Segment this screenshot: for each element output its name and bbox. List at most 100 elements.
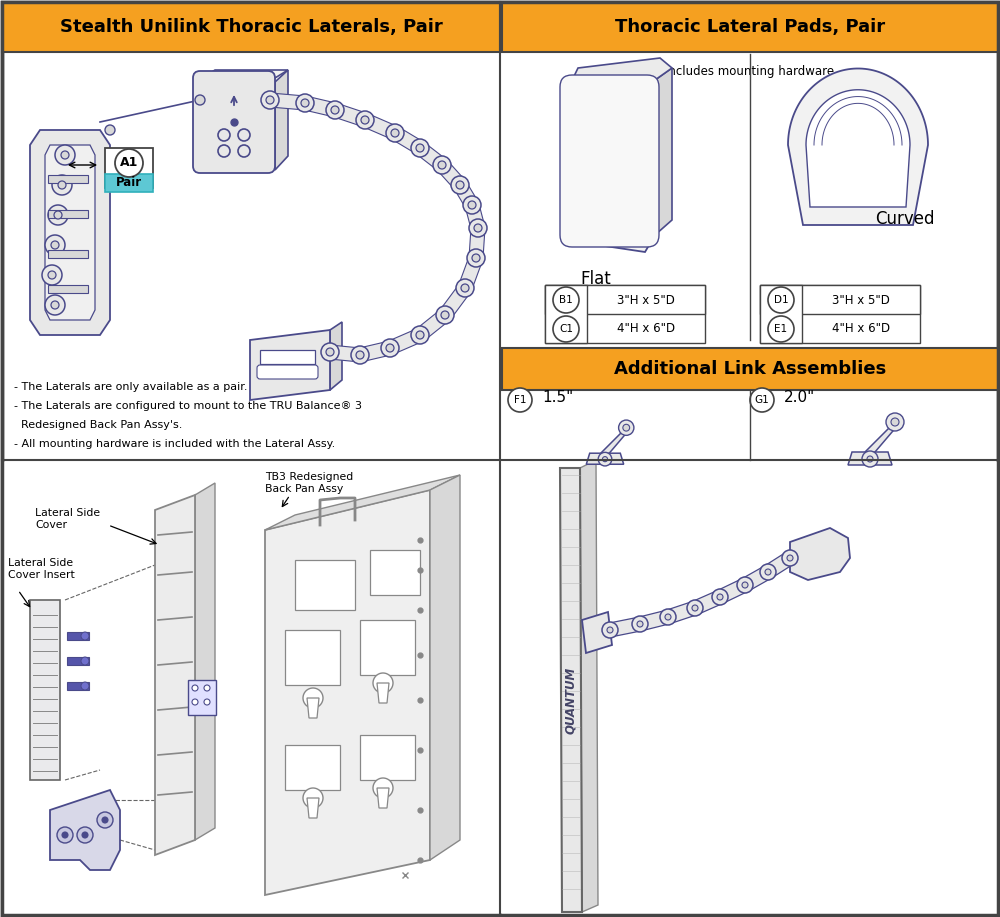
Text: 3"H x 5"D: 3"H x 5"D xyxy=(832,293,890,306)
Circle shape xyxy=(373,778,393,798)
Circle shape xyxy=(303,788,323,808)
Bar xyxy=(48,250,88,258)
Bar xyxy=(295,560,355,610)
Circle shape xyxy=(192,699,198,705)
Text: C1: C1 xyxy=(559,324,573,334)
Polygon shape xyxy=(30,130,110,335)
Circle shape xyxy=(456,279,474,297)
Polygon shape xyxy=(377,683,389,703)
Circle shape xyxy=(386,344,394,352)
Bar xyxy=(188,680,216,715)
Circle shape xyxy=(361,116,369,124)
Polygon shape xyxy=(358,341,392,362)
Bar xyxy=(545,285,587,343)
Circle shape xyxy=(768,287,794,313)
Circle shape xyxy=(632,616,648,632)
Bar xyxy=(67,657,89,665)
Bar xyxy=(67,632,89,640)
Circle shape xyxy=(787,555,793,561)
Bar xyxy=(502,462,998,917)
Text: Additional Link Assemblies: Additional Link Assemblies xyxy=(614,360,886,378)
Circle shape xyxy=(467,249,485,267)
Circle shape xyxy=(687,600,703,616)
Circle shape xyxy=(204,685,210,691)
Circle shape xyxy=(508,388,532,412)
Circle shape xyxy=(351,346,369,364)
Circle shape xyxy=(416,144,424,152)
Polygon shape xyxy=(202,70,288,78)
Polygon shape xyxy=(465,204,485,230)
Circle shape xyxy=(433,156,451,174)
Circle shape xyxy=(48,271,56,279)
Circle shape xyxy=(665,614,671,620)
Polygon shape xyxy=(250,330,330,400)
Polygon shape xyxy=(430,475,460,860)
Circle shape xyxy=(862,451,878,467)
Circle shape xyxy=(82,832,88,838)
Circle shape xyxy=(468,201,476,209)
Circle shape xyxy=(105,125,115,135)
Polygon shape xyxy=(666,602,697,624)
Bar xyxy=(48,285,88,293)
Polygon shape xyxy=(195,483,215,840)
Bar xyxy=(360,735,415,780)
Polygon shape xyxy=(788,69,928,225)
Text: 3"H x 5"D: 3"H x 5"D xyxy=(617,293,675,306)
Polygon shape xyxy=(303,96,337,116)
Circle shape xyxy=(441,311,449,319)
Circle shape xyxy=(712,589,728,605)
Polygon shape xyxy=(454,182,478,208)
Circle shape xyxy=(461,284,469,292)
Bar xyxy=(760,285,920,343)
Bar xyxy=(502,2,998,52)
Polygon shape xyxy=(565,58,672,95)
Circle shape xyxy=(386,124,404,142)
Polygon shape xyxy=(307,798,319,818)
Text: E1: E1 xyxy=(774,324,788,334)
Text: - The Laterals are configured to mount to the TRU Balance® 3: - The Laterals are configured to mount t… xyxy=(14,401,362,411)
Polygon shape xyxy=(155,495,195,855)
Polygon shape xyxy=(764,552,794,578)
Circle shape xyxy=(326,348,334,356)
Polygon shape xyxy=(55,154,72,186)
Polygon shape xyxy=(565,80,655,252)
Polygon shape xyxy=(601,430,629,453)
Bar xyxy=(30,600,60,780)
Circle shape xyxy=(456,181,464,189)
Bar xyxy=(2,462,500,917)
Polygon shape xyxy=(45,274,62,305)
Circle shape xyxy=(218,129,230,141)
Circle shape xyxy=(602,457,608,461)
Circle shape xyxy=(768,316,794,342)
Circle shape xyxy=(57,827,73,843)
Circle shape xyxy=(356,111,374,129)
Text: - All mounting hardware is included with the Lateral Assy.: - All mounting hardware is included with… xyxy=(14,439,335,449)
Circle shape xyxy=(619,420,634,436)
Circle shape xyxy=(331,106,339,114)
Text: 4"H x 6"D: 4"H x 6"D xyxy=(832,323,890,336)
Circle shape xyxy=(660,609,676,625)
Circle shape xyxy=(261,91,279,109)
Bar xyxy=(67,682,89,690)
Circle shape xyxy=(296,94,314,112)
Polygon shape xyxy=(362,114,398,139)
Circle shape xyxy=(760,564,776,580)
Bar xyxy=(285,745,340,790)
Circle shape xyxy=(867,456,873,462)
Circle shape xyxy=(737,577,753,593)
Bar xyxy=(105,148,153,188)
Polygon shape xyxy=(865,425,898,452)
Circle shape xyxy=(115,149,143,177)
Text: G1: G1 xyxy=(755,395,769,405)
Text: Lateral Side
Cover Insert: Lateral Side Cover Insert xyxy=(8,558,75,580)
Polygon shape xyxy=(265,490,430,895)
Text: 2.0": 2.0" xyxy=(784,391,815,405)
Text: Stealth Unilink Thoracic Laterals, Pair: Stealth Unilink Thoracic Laterals, Pair xyxy=(60,18,442,36)
Circle shape xyxy=(891,418,899,426)
Circle shape xyxy=(692,605,698,611)
Polygon shape xyxy=(638,610,670,631)
Bar xyxy=(48,175,88,183)
Bar xyxy=(2,2,500,52)
Polygon shape xyxy=(586,453,624,464)
Circle shape xyxy=(238,129,250,141)
